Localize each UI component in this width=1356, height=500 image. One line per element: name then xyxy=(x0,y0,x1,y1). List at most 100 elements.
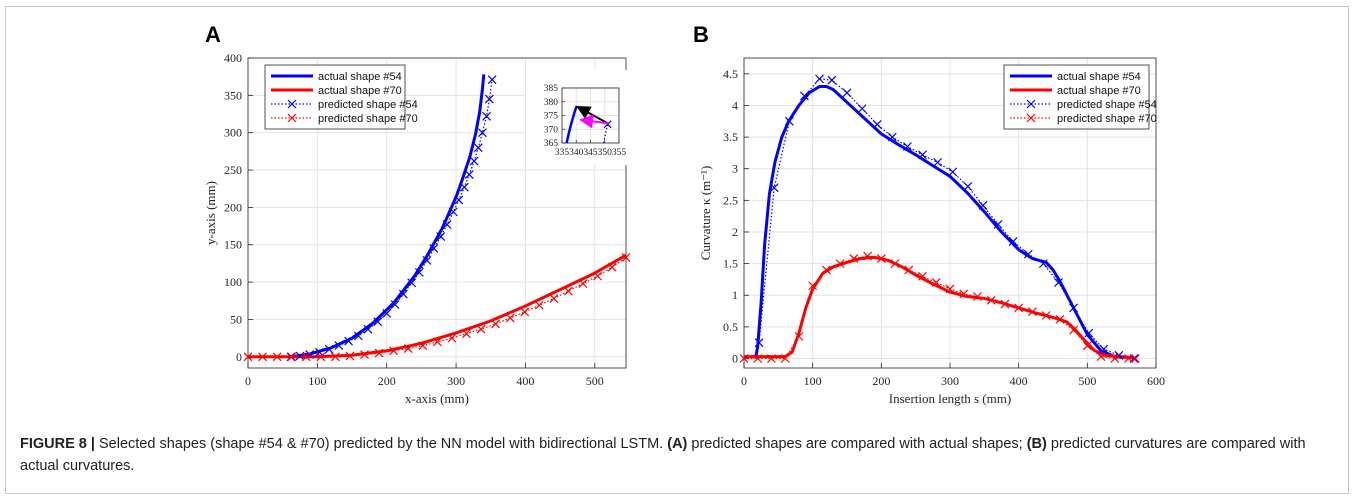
panel-a-predicted-shape-70-marker xyxy=(272,352,282,362)
inset-frame xyxy=(561,87,620,144)
panel-a-predicted-shape-70-marker xyxy=(432,337,442,347)
panel-a-y-tick-label: 0 xyxy=(236,350,242,364)
panel-b-predicted-shape-54-marker xyxy=(769,183,779,193)
panel-b-legend-actual-shape-54-label: actual shape #54 xyxy=(1057,71,1141,83)
panel-a-predicted-shape-70-marker xyxy=(330,352,340,362)
panel-b-predicted-shape-54-marker xyxy=(1084,328,1094,338)
panel-b-predicted-shape-54-marker xyxy=(978,200,988,210)
figure-caption: FIGURE 8 | Selected shapes (shape #54 & … xyxy=(20,433,1330,477)
panel-b-predicted-shape-70-marker xyxy=(1069,325,1079,335)
panel-b-x-tick-label: 100 xyxy=(804,374,822,388)
panel-b-predicted-shape-54-marker xyxy=(1008,237,1018,246)
panel-a-predicted-shape-70-marker xyxy=(534,300,544,310)
panel-a-predicted-shape-70-marker xyxy=(505,313,515,323)
panel-b-predicted-shape-54-marker xyxy=(842,88,852,98)
panel-a-legend-predicted-shape-70-label: predicted shape #70 xyxy=(318,113,418,125)
panel-a-y-tick-label: 400 xyxy=(224,51,242,65)
panel-a-predicted-shape-70-marker xyxy=(447,333,457,343)
panel-a-predicted-shape-54-marker xyxy=(324,344,334,354)
panel-b-predicted-shape-54-marker xyxy=(784,116,794,126)
panel-a-predicted-shape-54-marker xyxy=(459,182,469,192)
panel-a-y-axis-label: y-axis (mm) xyxy=(203,181,218,245)
panel-a-legend-predicted-shape-54-label: predicted shape #54 xyxy=(318,99,418,111)
panel-a-predicted-shape-70-marker xyxy=(607,262,617,272)
panel-b-predicted-shape-70-marker xyxy=(835,259,845,269)
panel-b-predicted-shape-70-marker xyxy=(876,254,886,263)
panel-b-predicted-shape-54-marker xyxy=(993,219,1003,229)
panel-a-predicted-shape-54-marker xyxy=(454,195,464,205)
panel-a-y-tick-label: 50 xyxy=(230,312,242,326)
panel-b-x-tick-label: 200 xyxy=(872,374,890,388)
panel-b-legend-predicted-shape-54-label: predicted shape #54 xyxy=(1057,99,1157,111)
panel-a-y-tick-label: 200 xyxy=(224,200,242,214)
panel-a-predicted-shape-70-marker xyxy=(520,307,530,317)
panel-b-y-tick-label: 3.5 xyxy=(723,130,738,144)
caption-text-3: predicted curvatures are compared with a… xyxy=(20,436,1306,474)
panel-a-predicted-shape-70-marker xyxy=(258,352,267,362)
inset-y-tick-label: 375 xyxy=(544,112,559,122)
panel-b-predicted-shape-54-marker xyxy=(1054,278,1063,288)
panel-a-predicted-shape-54-marker xyxy=(414,267,424,277)
panel-a-x-tick-label: 100 xyxy=(308,374,326,388)
panel-a-predicted-shape-54-marker xyxy=(469,156,479,166)
panel-b-y-tick-label: 3 xyxy=(732,162,738,176)
panel-a-legend-actual-shape-54-label: actual shape #54 xyxy=(318,71,402,83)
panel-a-predicted-shape-70-marker xyxy=(374,348,384,358)
panel-a-predicted-shape-70-marker xyxy=(403,344,413,354)
inset-x-tick-label: 335 xyxy=(555,148,570,158)
panel-a-predicted-shape-54-marker xyxy=(344,336,353,346)
panel-a-predicted-shape-54-marker xyxy=(390,300,400,309)
panel-b-x-tick-label: 400 xyxy=(1010,374,1028,388)
panel-b-y-tick-label: 2.5 xyxy=(723,193,738,207)
panel-b-predicted-shape-54-marker xyxy=(1038,259,1048,269)
panel-b-predicted-shape-70-marker xyxy=(945,284,955,294)
panel-a-predicted-shape-54-line xyxy=(290,79,493,358)
panel-a-predicted-shape-54-marker xyxy=(363,324,373,334)
caption-text-1: Selected shapes (shape #54 & #70) predic… xyxy=(94,436,668,452)
panel-a-predicted-shape-70-marker xyxy=(491,319,501,329)
panel-a-y-tick-label: 350 xyxy=(224,88,242,102)
panel-a-x-tick-label: 300 xyxy=(447,374,465,388)
inset-y-tick-label: 365 xyxy=(544,139,559,149)
panel-b-predicted-shape-70-marker xyxy=(1096,352,1106,362)
panel-b-predicted-shape-54-marker xyxy=(887,132,897,142)
panel-b-predicted-shape-70-marker xyxy=(863,251,873,261)
panel-a-predicted-shape-54-marker xyxy=(436,232,446,241)
panel-b-y-tick-label: 0 xyxy=(732,352,738,366)
panel-a-y-tick-label: 150 xyxy=(224,238,242,252)
panel-a-predicted-shape-70-marker xyxy=(345,351,355,361)
inset-y-tick-label: 370 xyxy=(544,125,559,135)
panel-b-predicted-shape-54-marker xyxy=(933,157,943,167)
inset-actual-shape-line xyxy=(565,105,578,144)
panel-a-predicted-shape-70-marker xyxy=(476,324,486,334)
panel-b-predicted-shape-54-marker xyxy=(1069,303,1079,313)
panel-a-predicted-shape-70-marker xyxy=(578,279,588,289)
panel-b-predicted-shape-70-marker xyxy=(904,265,914,275)
panel-a-letter: A xyxy=(205,22,221,47)
panel-a-predicted-shape-70-marker xyxy=(593,271,602,281)
panel-a-predicted-shape-54-marker xyxy=(478,128,487,138)
panel-a-predicted-shape-54-marker xyxy=(464,170,474,179)
panel-a-predicted-shape-54-marker xyxy=(382,309,392,318)
panel-b-predicted-shape-70-marker xyxy=(931,278,941,288)
panel-b-x-axis-label: Insertion length s (mm) xyxy=(889,391,1011,406)
panel-b-predicted-shape-70-marker xyxy=(808,281,818,291)
panel-b-predicted-shape-70-marker xyxy=(1000,299,1010,309)
caption-text-2: predicted shapes are compared with actua… xyxy=(687,436,1027,452)
panel-a-legend-predicted-shape-70-marker xyxy=(287,113,297,123)
panel-a-predicted-shape-70-marker xyxy=(462,329,471,339)
panel-a-predicted-shape-70-marker xyxy=(418,341,428,351)
panel-a-predicted-shape-54-marker xyxy=(353,331,363,341)
panel-a-predicted-shape-54-marker xyxy=(484,94,494,104)
panel-b-predicted-shape-70-marker xyxy=(1055,314,1065,324)
panel-b-predicted-shape-70-marker xyxy=(959,289,969,299)
panel-b-predicted-shape-70-marker xyxy=(1124,354,1133,363)
panel-a-predicted-shape-54-marker xyxy=(373,317,383,327)
panel-a-legend-actual-shape-70-label: actual shape #70 xyxy=(318,85,402,97)
panel-b-predicted-shape-70-marker xyxy=(1041,311,1051,320)
panel-b-y-tick-label: 0.5 xyxy=(723,320,738,334)
panel-a-predicted-shape-70-marker xyxy=(287,352,297,362)
panel-a-predicted-shape-54-marker xyxy=(422,256,432,265)
panel-a-predicted-shape-54-marker xyxy=(487,75,497,85)
panel-a-predicted-shape-54-marker xyxy=(407,278,417,288)
